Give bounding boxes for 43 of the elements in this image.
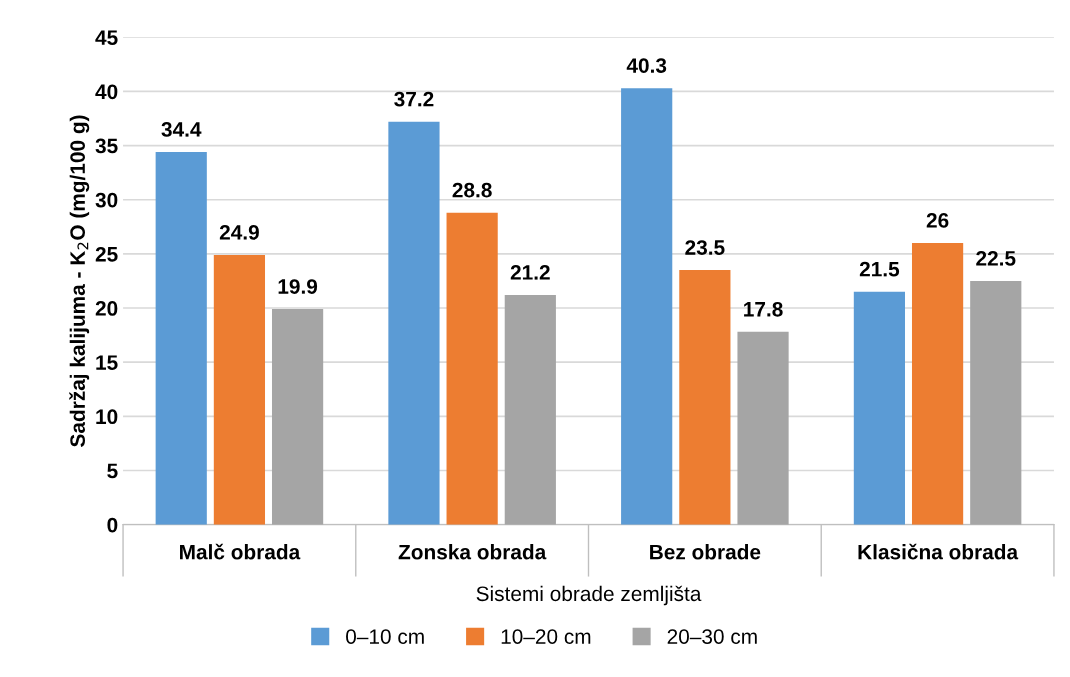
y-tick-label: 5	[107, 463, 118, 479]
data-label: 34.4	[161, 122, 202, 137]
bar	[737, 331, 789, 525]
y-tick-label: 45	[95, 30, 118, 45]
y-tick-label: 35	[95, 138, 118, 154]
y-tick-label: 40	[95, 84, 118, 100]
y-tick-label: 0	[107, 517, 118, 533]
legend-label: 10–20 cm	[501, 629, 591, 644]
data-label: 26	[926, 213, 949, 228]
y-tick-label: 15	[96, 355, 118, 370]
legend-label: 20–30 cm	[667, 629, 757, 644]
bar	[388, 121, 440, 525]
bar	[911, 243, 964, 525]
y-tick-label: 25	[95, 246, 118, 262]
data-label: 21.5	[859, 261, 900, 277]
data-label: 23.5	[685, 240, 725, 255]
x-tick-label: Bez obrade	[650, 544, 761, 560]
x-tick-label: Klasična obrada	[858, 543, 1019, 560]
bar	[853, 291, 906, 525]
y-axis-title: Sadržaj kalijuma - K$_{2}$O (mg/100 g)	[69, 115, 90, 447]
bar	[621, 88, 673, 525]
bar	[970, 280, 1022, 525]
x-axis-title: Sistemi obrade zemljišta	[476, 585, 702, 606]
data-label: 28.8	[452, 182, 492, 198]
y-tick-label: 20	[95, 301, 118, 316]
x-tick-label: Zonska obrada	[398, 544, 547, 560]
bar	[679, 270, 731, 525]
y-tick-label: 30	[95, 192, 118, 208]
data-label: 19.9	[278, 279, 318, 294]
bar	[213, 254, 266, 525]
data-label: 24.9	[219, 224, 259, 240]
data-label: 17.8	[744, 301, 783, 317]
legend-label: 0–10 cm	[346, 629, 424, 644]
bar	[271, 309, 324, 525]
data-label: 21.2	[510, 265, 550, 280]
data-label: 40.3	[626, 58, 667, 73]
bar	[155, 152, 207, 525]
bar	[446, 212, 498, 525]
data-label: 22.5	[976, 250, 1016, 266]
data-label: 37.2	[394, 91, 434, 107]
x-tick-label: Malč obrada	[180, 543, 301, 560]
bar	[504, 295, 556, 525]
y-tick-label: 10	[96, 409, 118, 425]
